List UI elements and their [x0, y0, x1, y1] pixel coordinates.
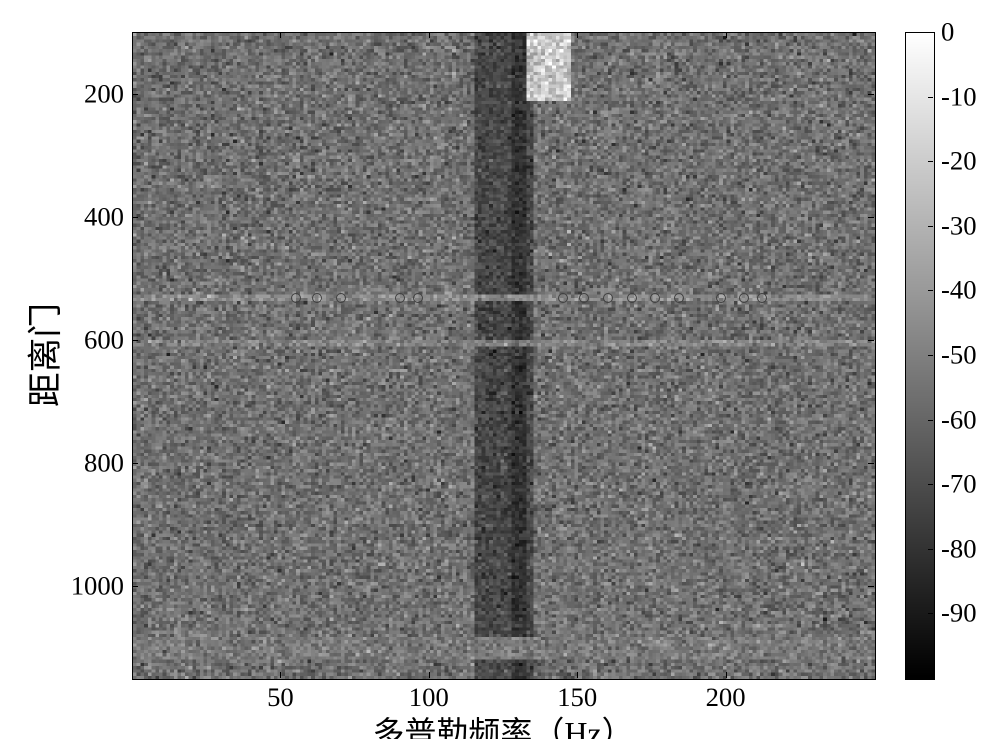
- detection-marker: [336, 293, 346, 303]
- detection-marker: [395, 293, 405, 303]
- detection-marker: [558, 293, 568, 303]
- detection-marker: [757, 293, 767, 303]
- detection-marker: [579, 293, 589, 303]
- y-tick-label: 600: [84, 324, 124, 355]
- x-tick-label: 200: [706, 682, 746, 713]
- detection-marker: [312, 293, 322, 303]
- colorbar-tick-mark: [928, 97, 933, 98]
- colorbar-tick-mark: [928, 32, 933, 33]
- colorbar-tick-mark: [928, 226, 933, 227]
- y-axis-label: 距离门: [17, 303, 67, 407]
- y-tick-mark: [132, 586, 138, 587]
- detection-marker: [603, 293, 613, 303]
- colorbar-tick-mark: [928, 484, 933, 485]
- detection-marker: [413, 293, 423, 303]
- y-tick-label: 200: [84, 78, 124, 109]
- y-tick-mark: [868, 586, 874, 587]
- colorbar-tick-mark: [928, 420, 933, 421]
- detection-marker: [650, 293, 660, 303]
- x-tick-label: 100: [409, 682, 449, 713]
- x-tick-mark: [280, 32, 281, 38]
- colorbar-tick-label: -70: [941, 469, 977, 500]
- x-tick-mark: [429, 32, 430, 38]
- colorbar-tick-mark: [928, 613, 933, 614]
- colorbar-canvas: [906, 33, 934, 679]
- x-tick-mark: [726, 672, 727, 678]
- colorbar-tick-label: -90: [941, 598, 977, 629]
- y-tick-mark: [132, 340, 138, 341]
- colorbar-tick-label: -20: [941, 146, 977, 177]
- x-tick-mark: [577, 672, 578, 678]
- y-tick-label: 400: [84, 201, 124, 232]
- colorbar-tick-mark: [928, 549, 933, 550]
- y-tick-mark: [868, 94, 874, 95]
- detection-marker: [291, 293, 301, 303]
- colorbar-tick-label: -10: [941, 81, 977, 112]
- y-tick-mark: [868, 217, 874, 218]
- colorbar-tick-mark: [928, 161, 933, 162]
- detection-marker: [674, 293, 684, 303]
- heatmap-plot-area: [132, 32, 876, 680]
- heatmap-canvas: [133, 33, 875, 679]
- x-tick-mark: [577, 32, 578, 38]
- colorbar-tick-label: -50: [941, 340, 977, 371]
- colorbar-tick-mark: [928, 355, 933, 356]
- y-tick-mark: [132, 94, 138, 95]
- colorbar-tick-label: -60: [941, 404, 977, 435]
- x-tick-label: 50: [267, 682, 294, 713]
- y-tick-mark: [132, 217, 138, 218]
- colorbar: [905, 32, 935, 680]
- y-tick-label: 1000: [71, 570, 124, 601]
- colorbar-tick-mark: [928, 290, 933, 291]
- y-tick-mark: [132, 463, 138, 464]
- detection-marker: [627, 293, 637, 303]
- figure-root: 距离门 多普勒频率（Hz） 50100150200 20040060080010…: [0, 0, 1000, 739]
- detection-marker: [716, 293, 726, 303]
- x-tick-mark: [280, 672, 281, 678]
- x-tick-label: 150: [557, 682, 597, 713]
- y-tick-label: 800: [84, 447, 124, 478]
- x-tick-mark: [429, 672, 430, 678]
- colorbar-tick-label: -80: [941, 533, 977, 564]
- x-tick-mark: [726, 32, 727, 38]
- y-tick-mark: [868, 463, 874, 464]
- colorbar-tick-label: -40: [941, 275, 977, 306]
- colorbar-tick-label: -30: [941, 210, 977, 241]
- colorbar-tick-label: 0: [941, 17, 954, 48]
- detection-marker: [739, 293, 749, 303]
- y-tick-mark: [868, 340, 874, 341]
